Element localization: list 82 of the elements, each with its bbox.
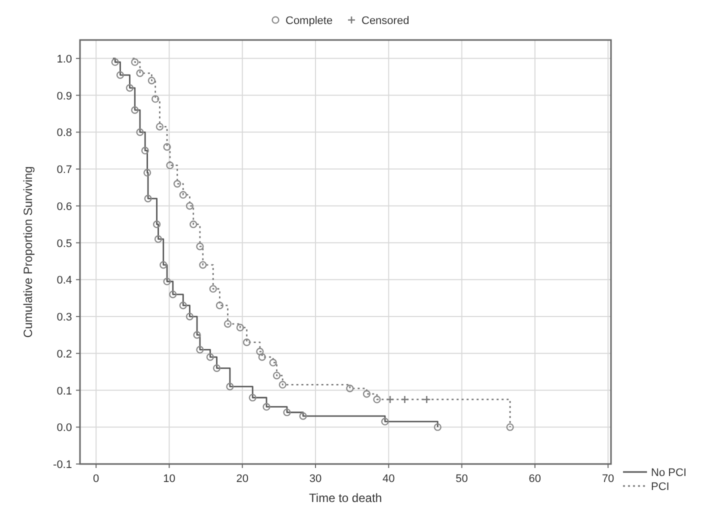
x-tick-label: 40 (382, 473, 395, 485)
point (179, 191, 187, 199)
y-tick-label: 0.1 (56, 385, 72, 398)
point (136, 69, 144, 77)
point (209, 285, 217, 293)
point (160, 261, 168, 269)
y-tick-label: 0.5 (56, 238, 72, 250)
point (148, 76, 156, 84)
y-tick-label: 0.2 (56, 348, 72, 360)
point (346, 384, 354, 392)
point (131, 106, 139, 114)
point (190, 220, 198, 228)
y-tick-label: 0.9 (56, 90, 72, 102)
point (163, 278, 171, 286)
point (186, 312, 194, 320)
point (434, 423, 442, 431)
point (186, 202, 194, 210)
point (131, 58, 139, 66)
point (154, 235, 162, 243)
point (152, 95, 160, 103)
point (262, 403, 270, 411)
point (269, 358, 277, 366)
point (248, 394, 256, 402)
y-axis-title: Cumulative Proportion Surviving (21, 166, 35, 338)
point (283, 408, 291, 416)
legend-label: PCI (651, 481, 670, 493)
point (236, 324, 244, 332)
y-tick-label: 0.6 (56, 200, 72, 213)
point (199, 261, 207, 269)
point (386, 395, 394, 404)
x-tick-label: 60 (528, 473, 542, 485)
point (193, 331, 201, 339)
point (400, 395, 409, 404)
y-tick-label: 0.8 (56, 127, 72, 140)
point (206, 353, 214, 361)
point (196, 346, 204, 354)
y-tick-label: 1.0 (56, 53, 72, 66)
point (299, 412, 307, 420)
point (116, 71, 124, 79)
x-tick-label: 70 (602, 473, 614, 485)
point (179, 302, 187, 310)
point (506, 423, 514, 431)
legend-label: Complete (286, 15, 333, 27)
point (362, 390, 371, 398)
point (256, 348, 264, 356)
point (136, 128, 144, 136)
point (373, 396, 381, 404)
point (143, 168, 152, 177)
point (422, 395, 431, 404)
legend-label: Censored (362, 15, 410, 27)
x-tick-label: 10 (163, 473, 176, 485)
y-tick-label: 0.0 (56, 422, 72, 434)
x-axis-title: Time to death (309, 491, 382, 505)
point (212, 364, 221, 372)
y-tick-label: 0.4 (56, 274, 72, 287)
point (272, 372, 281, 380)
point (216, 302, 224, 310)
point (144, 194, 152, 202)
point (224, 320, 232, 328)
y-tick-label: -0.1 (53, 459, 72, 471)
x-tick-label: 0 (93, 473, 100, 485)
point (278, 380, 286, 389)
point (242, 338, 251, 346)
legend-label: No PCI (651, 467, 686, 479)
point (163, 143, 171, 151)
point (381, 418, 389, 426)
point (169, 290, 177, 298)
point (141, 146, 149, 154)
point (156, 122, 164, 130)
point (258, 353, 266, 361)
x-tick-label: 20 (236, 473, 248, 485)
point (166, 162, 174, 170)
point (153, 220, 161, 228)
point (111, 58, 119, 66)
point (196, 242, 204, 250)
point (126, 84, 134, 92)
point (173, 180, 182, 188)
y-tick-label: 0.7 (56, 164, 72, 176)
x-tick-label: 50 (456, 473, 468, 485)
y-tick-label: 0.3 (56, 312, 72, 324)
x-tick-label: 30 (309, 473, 322, 485)
point (226, 382, 234, 390)
